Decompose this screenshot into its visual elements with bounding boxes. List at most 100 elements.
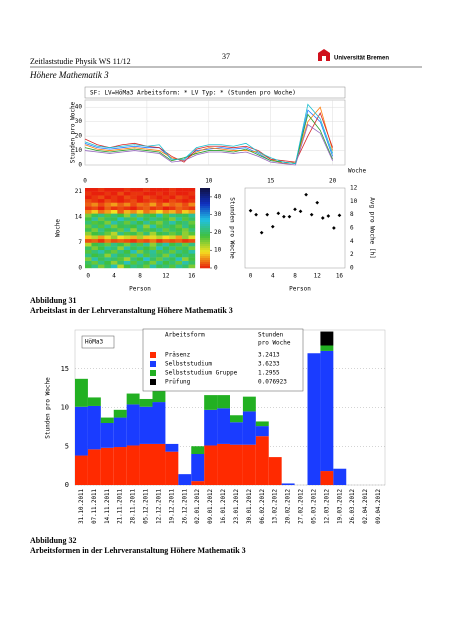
y-tick-label: 5 <box>65 442 69 450</box>
heat-cell <box>97 253 105 258</box>
heat-cell <box>149 249 157 254</box>
heat-cell <box>91 246 99 251</box>
x-tick-label: 06.02.2012 <box>260 489 266 524</box>
heat-cell <box>104 220 112 225</box>
heat-cell <box>182 188 189 192</box>
heat-cell <box>162 231 170 236</box>
x-tick-label: 30.01.2012 <box>247 489 253 524</box>
heat-cell <box>188 198 196 203</box>
heat-cell <box>123 260 131 265</box>
heat-cell <box>149 242 157 247</box>
x-tick-label: 21.11.2011 <box>118 488 124 523</box>
heat-cell <box>130 242 137 247</box>
heat-cell <box>85 188 92 192</box>
heat-cell <box>188 253 196 258</box>
heat-cell <box>149 217 157 221</box>
heat-cell <box>136 198 144 203</box>
heat-cell <box>123 213 131 218</box>
bar-segment <box>178 474 192 485</box>
bar-segment <box>113 409 127 418</box>
y-tick-label: 10 <box>75 147 83 154</box>
heat-cell <box>110 213 118 218</box>
y-tick-label: 10 <box>61 404 69 412</box>
heat-cell <box>169 228 176 232</box>
heat-cell <box>123 264 131 269</box>
heat-cell <box>91 202 99 207</box>
heat-cell <box>123 198 131 203</box>
heat-cell <box>169 209 176 214</box>
heat-cell <box>143 217 150 221</box>
x-tick-label: 4 <box>271 273 275 280</box>
x-tick-label: 26.03.2012 <box>350 489 356 524</box>
legend-swatch <box>150 361 156 367</box>
heat-cell <box>143 249 150 254</box>
heat-cell <box>143 242 150 247</box>
heat-cell <box>136 238 144 243</box>
heat-cell <box>156 202 163 207</box>
heat-cell <box>182 206 189 211</box>
heat-cell <box>110 235 118 240</box>
heat-cell <box>97 228 105 232</box>
legend-value: 1.2955 <box>258 370 280 377</box>
legend-box <box>142 328 304 392</box>
heat-cell <box>182 191 189 196</box>
colorbar-step <box>200 252 210 255</box>
heat-cell <box>149 238 157 243</box>
heat-cell <box>91 209 99 214</box>
heat-cell <box>162 249 170 254</box>
bar-segment <box>126 393 140 405</box>
legend-value: 0.076923 <box>258 379 287 386</box>
y2-axis-label: Avg pro Woche [h] <box>369 197 376 258</box>
heat-cell <box>85 253 92 258</box>
heat-cell <box>182 213 189 218</box>
colorbar-step <box>200 246 210 249</box>
x-tick-label: 20 <box>329 178 337 185</box>
heat-cell <box>85 228 92 232</box>
heat-cell <box>136 264 144 269</box>
legend-label: Selbststudium Gruppe <box>165 370 238 377</box>
heat-cell <box>97 206 105 211</box>
heat-cell <box>149 235 157 240</box>
heat-cell <box>162 228 170 232</box>
heat-cell <box>162 188 170 192</box>
heat-cell <box>104 238 112 243</box>
heat-cell <box>97 217 105 221</box>
bar-segment <box>191 446 205 454</box>
heat-cell <box>175 224 183 229</box>
heat-cell <box>188 220 196 225</box>
heat-cell <box>117 249 125 254</box>
bar-segment <box>126 404 140 446</box>
x-tick-label: 19.12.2011 <box>169 488 175 523</box>
heat-cell <box>110 228 118 232</box>
heat-cell <box>175 217 183 221</box>
heat-cell <box>110 198 118 203</box>
heat-cell <box>130 249 137 254</box>
heat-cell <box>169 202 176 207</box>
legend-value-title: pro Woche <box>258 340 291 347</box>
tag: HöMa3 <box>85 339 103 346</box>
y2-tick-label: 0 <box>350 265 354 272</box>
heat-cell <box>149 224 157 229</box>
heat-cell <box>123 209 131 214</box>
heat-cell <box>123 224 131 229</box>
heat-cell <box>91 238 99 243</box>
heat-cell <box>91 231 99 236</box>
heat-cell <box>136 249 144 254</box>
bar-segment <box>204 395 218 410</box>
line <box>84 112 333 163</box>
x-tick-label: 05.03.2012 <box>311 489 317 524</box>
heat-cell <box>162 206 170 211</box>
colorbar-step <box>200 216 210 219</box>
colorbar-step <box>200 254 210 257</box>
heat-cell <box>123 202 131 207</box>
heat-cell <box>182 195 189 200</box>
heat-cell <box>156 195 163 200</box>
heat-cell <box>169 257 176 261</box>
point <box>248 208 253 213</box>
x-axis-label: Person <box>129 286 151 293</box>
heat-cell <box>175 228 183 232</box>
heat-cell <box>188 188 196 192</box>
heat-cell <box>117 220 125 225</box>
heat-cell <box>85 246 92 251</box>
colorbar-step <box>200 210 210 213</box>
